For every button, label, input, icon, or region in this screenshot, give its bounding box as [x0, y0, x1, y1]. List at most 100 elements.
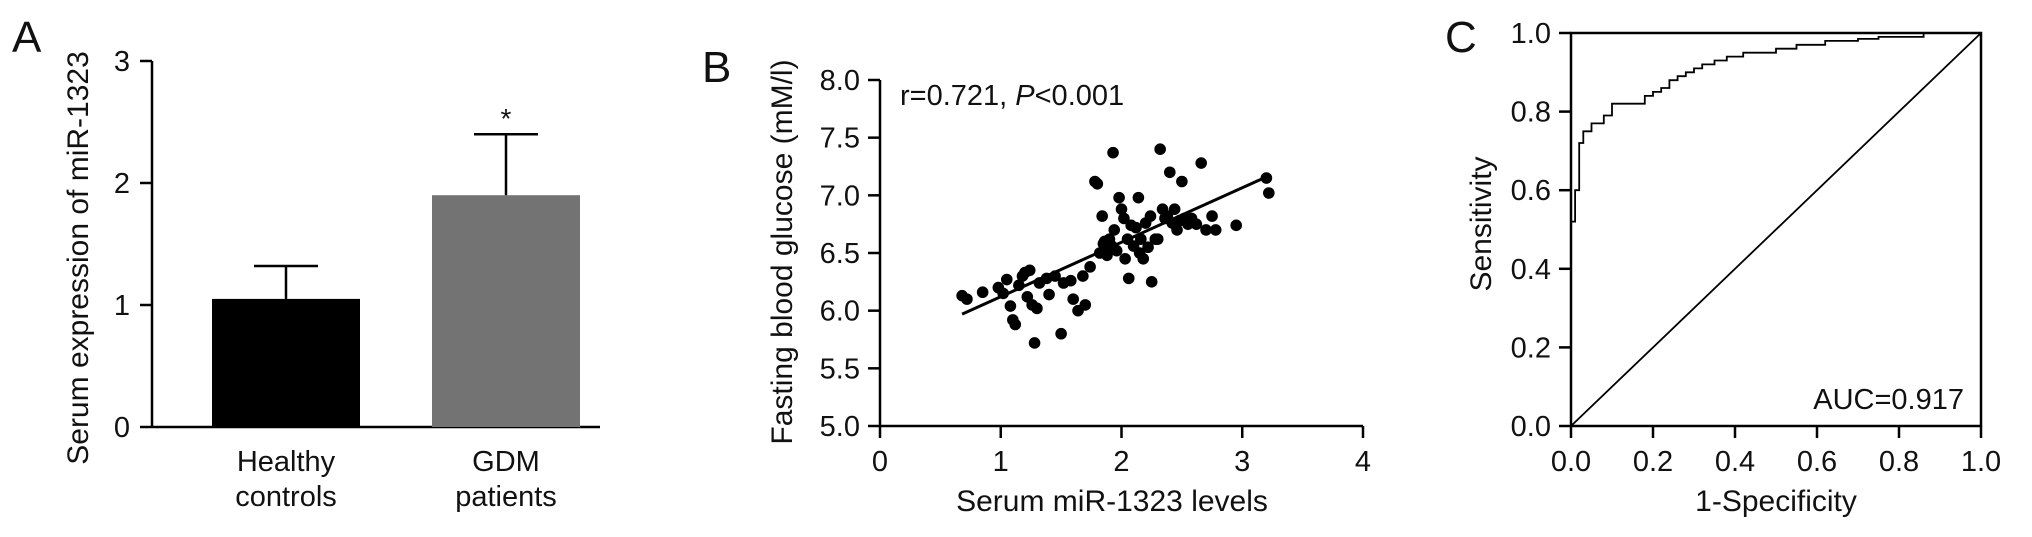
panel-b-letter: B	[702, 43, 731, 92]
correlation-p-value: <0.001	[1035, 80, 1125, 112]
scatter-point	[1031, 302, 1043, 315]
category-label-gdm-line1: GDM	[472, 446, 540, 478]
panel-c-ytick-label: 0.4	[1511, 254, 1551, 286]
scatter-point	[1113, 191, 1125, 204]
panel-c-yticks: 0.0 0.2 0.4 0.6 0.8 1.0	[1511, 18, 1571, 443]
scatter-point	[1077, 270, 1089, 282]
scatter-point	[1079, 299, 1092, 311]
category-label-healthy-line1: Healthy	[237, 446, 336, 478]
panel-c-ytick-label: 0.6	[1511, 175, 1551, 207]
panel-c-auc: AUC=0.917	[1813, 384, 1964, 416]
scatter-point	[1164, 166, 1176, 179]
scatter-point	[1190, 218, 1203, 230]
scatter-point	[1171, 224, 1183, 236]
scatter-point	[1091, 178, 1104, 190]
scatter-point	[1004, 300, 1017, 312]
scatter-point	[1055, 327, 1067, 340]
panel-c-xtick-label: 0.0	[1551, 446, 1591, 478]
panel-b-ytick-label: 5.0	[820, 411, 860, 443]
panel-a-letter: A	[12, 13, 42, 62]
panel-a-bars: *	[212, 103, 580, 427]
scatter-point	[1144, 210, 1157, 222]
category-label-gdm-line2: patients	[455, 481, 557, 513]
scatter-point	[1064, 274, 1077, 287]
bar	[432, 195, 580, 427]
panel-c-ytick-label: 1.0	[1511, 18, 1551, 50]
panel-a-ytick-label: 2	[114, 168, 130, 200]
panel-c-ytick-label: 0.2	[1511, 332, 1551, 364]
panel-b-ytick-label: 6.5	[820, 238, 860, 270]
panel-b-xtick-label: 2	[1113, 446, 1129, 478]
panel-c-xtick-label: 0.4	[1715, 446, 1755, 478]
panel-b-ytick-label: 7.5	[820, 123, 860, 155]
scatter-point	[1142, 241, 1154, 254]
scatter-point	[1084, 261, 1096, 273]
scatter-point	[1023, 264, 1036, 277]
panel-b-ytick-label: 7.0	[820, 180, 860, 212]
panel-a-categories: Healthy controls GDM patients	[235, 446, 557, 513]
panel-c-xlabel: 1-Specificity	[1695, 485, 1857, 518]
panel-b-xtick-label: 3	[1234, 446, 1250, 478]
scatter-point	[1132, 191, 1145, 204]
scatter-point	[961, 293, 973, 305]
panel-a-ytick-label: 3	[114, 46, 130, 78]
scatter-point	[1000, 273, 1013, 286]
correlation-p-italic: P	[1015, 80, 1035, 112]
significance-marker: *	[501, 103, 512, 134]
scatter-point	[1137, 252, 1150, 265]
panel-c-frame	[1569, 31, 1983, 428]
panel-c-xtick-label: 0.2	[1633, 446, 1673, 478]
scatter-point	[1168, 203, 1181, 215]
scatter-point	[1009, 318, 1022, 331]
scatter-point	[976, 286, 989, 299]
panel-c-letter: C	[1445, 13, 1477, 62]
panel-c: C Sensitivity 1-Specificity 0.0 0.2 0.4 0.6…	[1445, 13, 2001, 518]
scatter-point	[1206, 210, 1218, 222]
panel-b-xtick-label: 4	[1355, 446, 1371, 478]
panel-c-reference-line	[1570, 32, 1982, 427]
panel-b-ytick-label: 8.0	[820, 65, 860, 97]
scatter-point	[1176, 175, 1188, 188]
scatter-point	[1118, 212, 1130, 225]
panel-b-ytick-label: 6.0	[820, 296, 860, 328]
panel-a-ytick-label: 0	[114, 412, 130, 444]
scatter-point	[1043, 288, 1055, 301]
scatter-point	[1110, 244, 1123, 257]
panel-a: A Serum expression of miR-1323 0 1 2 3 * He…	[12, 13, 600, 513]
panel-b-xticks: 0 1 2 3 4	[872, 426, 1371, 478]
scatter-point	[1101, 249, 1113, 262]
scatter-point	[1108, 224, 1121, 236]
scatter-point	[1119, 252, 1131, 265]
panel-c-roc-curve	[1570, 32, 1981, 426]
panel-b-xtick-label: 1	[993, 446, 1009, 478]
scatter-point	[1263, 187, 1275, 199]
panel-c-xticks: 0.0 0.2 0.4 0.6 0.8 1.0	[1551, 426, 2001, 478]
scatter-point	[1067, 293, 1079, 305]
scatter-point	[1115, 203, 1128, 215]
scatter-point	[1151, 233, 1164, 245]
panel-c-ytick-label: 0.0	[1511, 411, 1551, 443]
scatter-point	[1096, 210, 1108, 222]
scatter-point	[1209, 224, 1222, 236]
panel-a-yticks: 0 1 2 3	[114, 46, 152, 444]
panel-c-ylabel: Sensitivity	[1465, 156, 1498, 291]
scatter-point	[1122, 272, 1135, 285]
scatter-point	[1145, 276, 1158, 288]
scatter-point	[1200, 224, 1212, 236]
panel-c-ytick-label: 0.8	[1511, 97, 1551, 129]
panel-b-annotation: r=0.721, P<0.001	[900, 80, 1124, 112]
panel-c-xtick-label: 0.8	[1879, 446, 1919, 478]
scatter-point	[1154, 143, 1166, 155]
panel-b-trendline	[961, 175, 1268, 316]
panel-c-xtick-label: 0.6	[1797, 446, 1837, 478]
scatter-point	[1107, 146, 1119, 159]
panel-a-ytick-label: 1	[114, 290, 130, 322]
panel-b-xlabel: Serum miR-1323 levels	[956, 485, 1268, 518]
bar	[212, 298, 360, 427]
scatter-point	[1230, 219, 1243, 232]
panel-b-ylabel: Fasting blood glucose (mM/l)	[766, 59, 799, 444]
scatter-point	[1195, 157, 1207, 169]
correlation-r: r=0.721,	[900, 80, 1015, 112]
panel-c-xtick-label: 1.0	[1961, 446, 2001, 478]
